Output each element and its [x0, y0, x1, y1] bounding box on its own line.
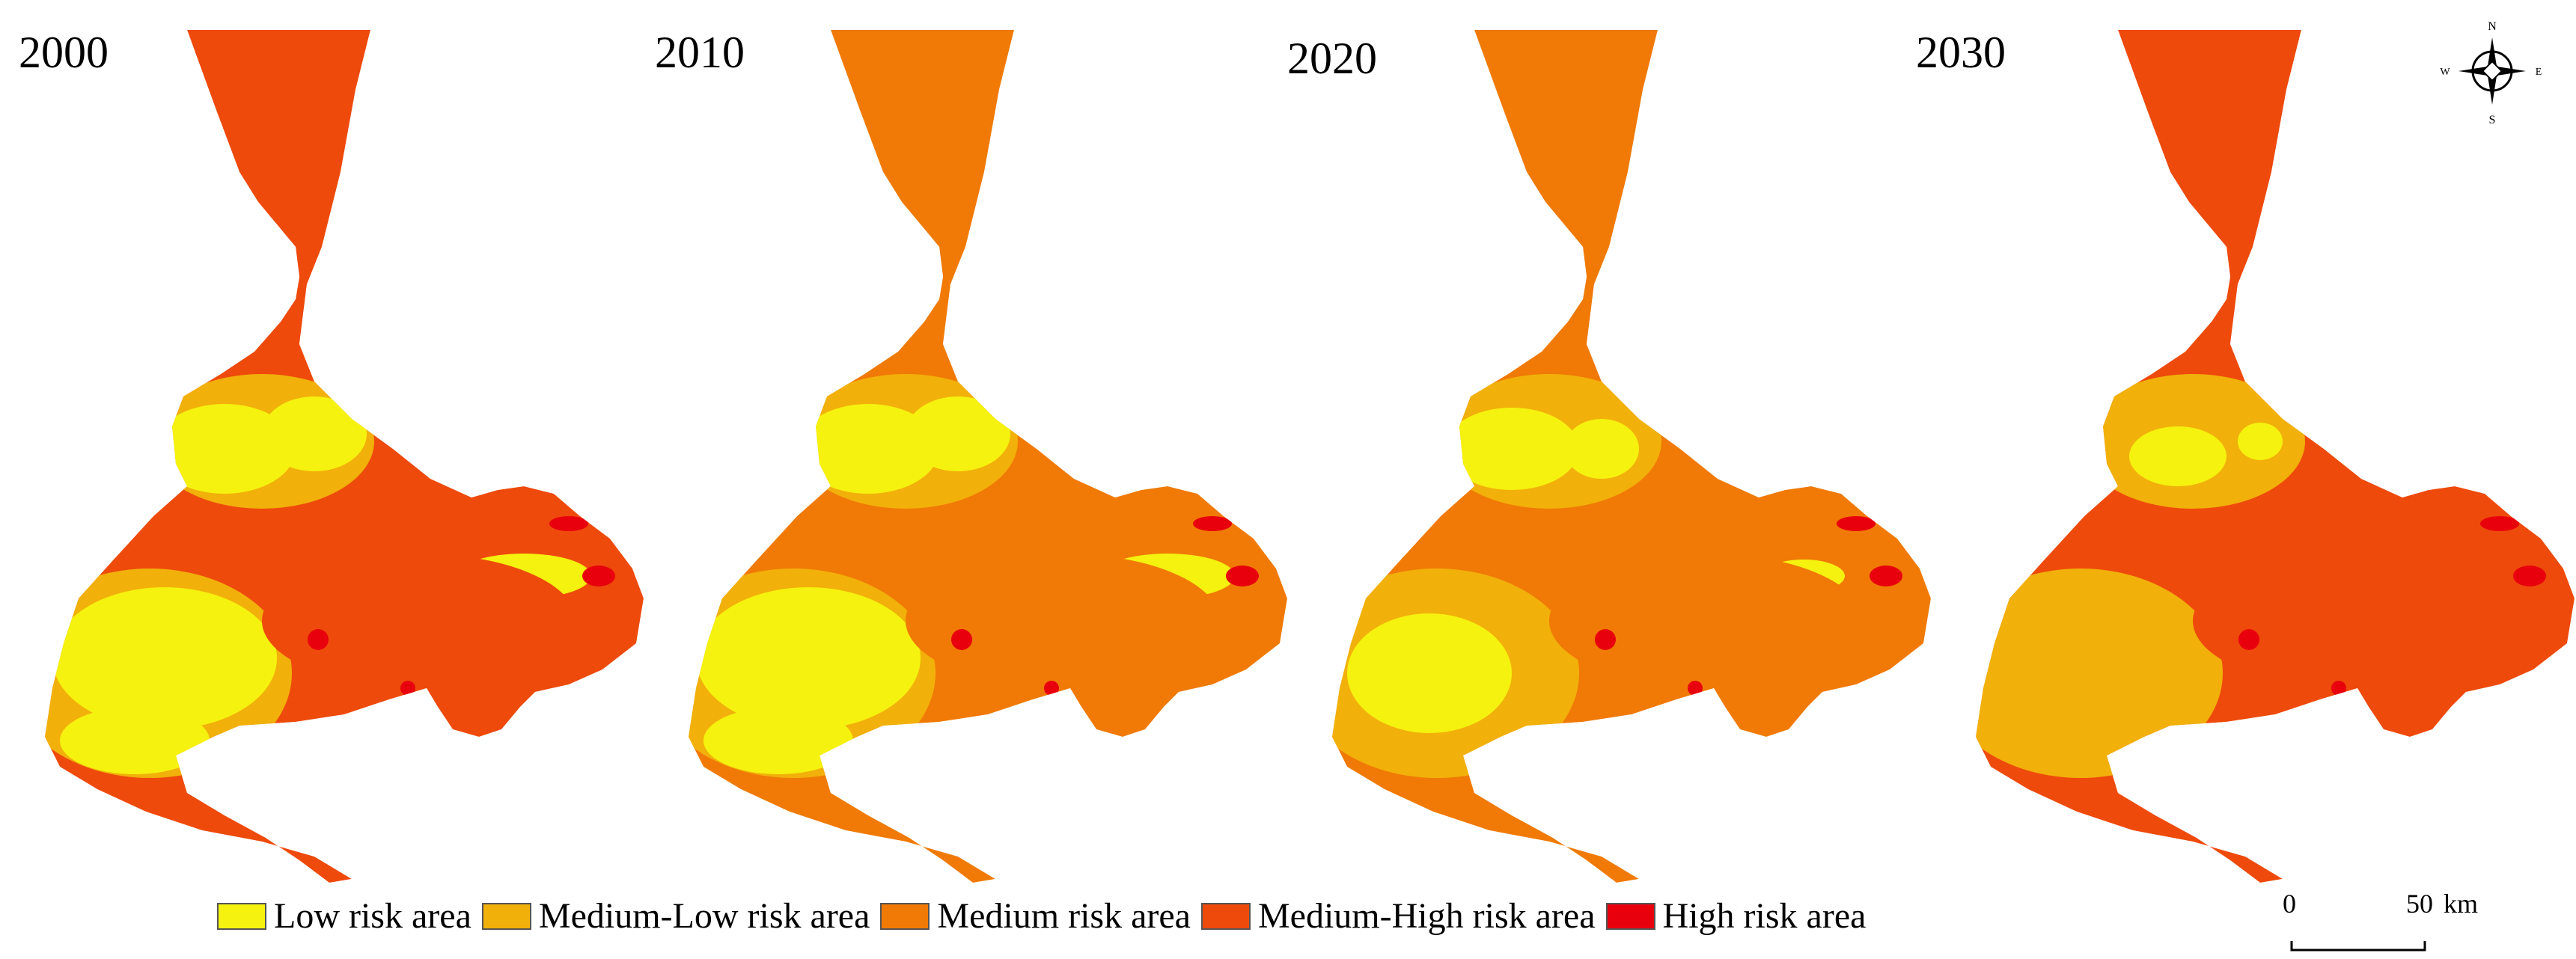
legend-swatch	[1200, 903, 1251, 930]
zone-low	[797, 404, 939, 494]
zone-core	[1549, 554, 1864, 688]
legend-swatch	[1605, 903, 1655, 930]
zone-high	[1044, 681, 1059, 696]
compass-n: N	[2488, 20, 2497, 33]
scale-bar-line	[2290, 941, 2426, 952]
map-panel-2010: 2010	[644, 0, 1287, 898]
scale-start-label: 0	[2283, 889, 2296, 919]
zone-high	[844, 747, 862, 765]
legend-label: Medium-High risk area	[1257, 896, 1596, 936]
zone-core	[2193, 554, 2507, 688]
risk-map	[689, 30, 1287, 883]
zone-low	[696, 587, 921, 729]
risk-map	[1332, 30, 1931, 883]
year-label: 2020	[1287, 34, 1377, 83]
compass-s: S	[2489, 114, 2496, 126]
map-panel-2020: 2020	[1287, 0, 1931, 898]
zone-high	[308, 629, 329, 650]
zone-high	[2238, 629, 2259, 650]
scale-end-label: 50	[2406, 889, 2433, 919]
legend-label: Medium risk area	[937, 896, 1191, 936]
zone-high	[1595, 629, 1616, 650]
map-panel-2000: 2000	[0, 0, 644, 898]
compass-e: E	[2536, 67, 2542, 78]
zone-high	[2131, 747, 2149, 765]
legend-swatch	[481, 903, 531, 930]
zone-high	[2480, 516, 2519, 531]
zone-core	[906, 554, 1220, 688]
year-label: 2010	[655, 28, 745, 77]
legend-item-medium-high: Medium-High risk area	[1200, 896, 1596, 936]
zone-high	[1488, 747, 1506, 765]
legend-label: Medium-Low risk area	[538, 896, 870, 936]
legend-label: Low risk area	[274, 896, 471, 936]
legend-item-low: Low risk area	[217, 898, 471, 934]
zone-low	[1444, 408, 1579, 490]
zone-high	[1870, 566, 1902, 586]
zone-low	[2238, 423, 2283, 460]
legend-item-high: High risk area	[1605, 896, 1867, 936]
risk-map	[1976, 30, 2575, 883]
year-label: 2030	[1916, 28, 2006, 77]
scale-bar: 0 50 km	[2283, 883, 2507, 958]
legend-swatch	[217, 903, 266, 930]
zone-high	[582, 566, 615, 586]
map-panel-2030: 2030	[1916, 0, 2575, 898]
zone-high	[2331, 681, 2346, 696]
zone-low	[2129, 426, 2226, 486]
zone-high	[2513, 566, 2546, 586]
legend-swatch	[880, 903, 930, 930]
zone-low	[906, 396, 1010, 471]
zone-high	[951, 629, 972, 650]
zone-high	[1193, 516, 1232, 531]
legend-item-medium-low: Medium-Low risk area	[481, 896, 870, 936]
zone-high	[1688, 681, 1703, 696]
zone-high	[1226, 566, 1259, 586]
zone-core	[262, 554, 576, 688]
zone-low	[1347, 613, 1512, 733]
compass-w: W	[2440, 67, 2450, 78]
zone-low	[60, 707, 210, 774]
zone-high	[400, 681, 415, 696]
zone-high	[1837, 516, 1875, 531]
zone-low	[703, 707, 853, 774]
zone-low	[262, 396, 367, 471]
zone-low	[153, 404, 296, 494]
zone-medium-low	[1976, 569, 2223, 778]
zone-low	[52, 587, 277, 729]
zone-low	[1564, 419, 1639, 479]
zone-high	[549, 516, 588, 531]
legend-item-medium: Medium risk area	[880, 898, 1191, 934]
compass-icon: N S E W	[2440, 20, 2542, 126]
year-label: 2000	[19, 28, 109, 77]
scale-unit-label: km	[2444, 889, 2479, 919]
legend: Low risk area Medium-Low risk area Mediu…	[217, 894, 1876, 939]
zone-high	[201, 747, 219, 765]
risk-map	[45, 30, 644, 883]
legend-label: High risk area	[1662, 896, 1867, 936]
